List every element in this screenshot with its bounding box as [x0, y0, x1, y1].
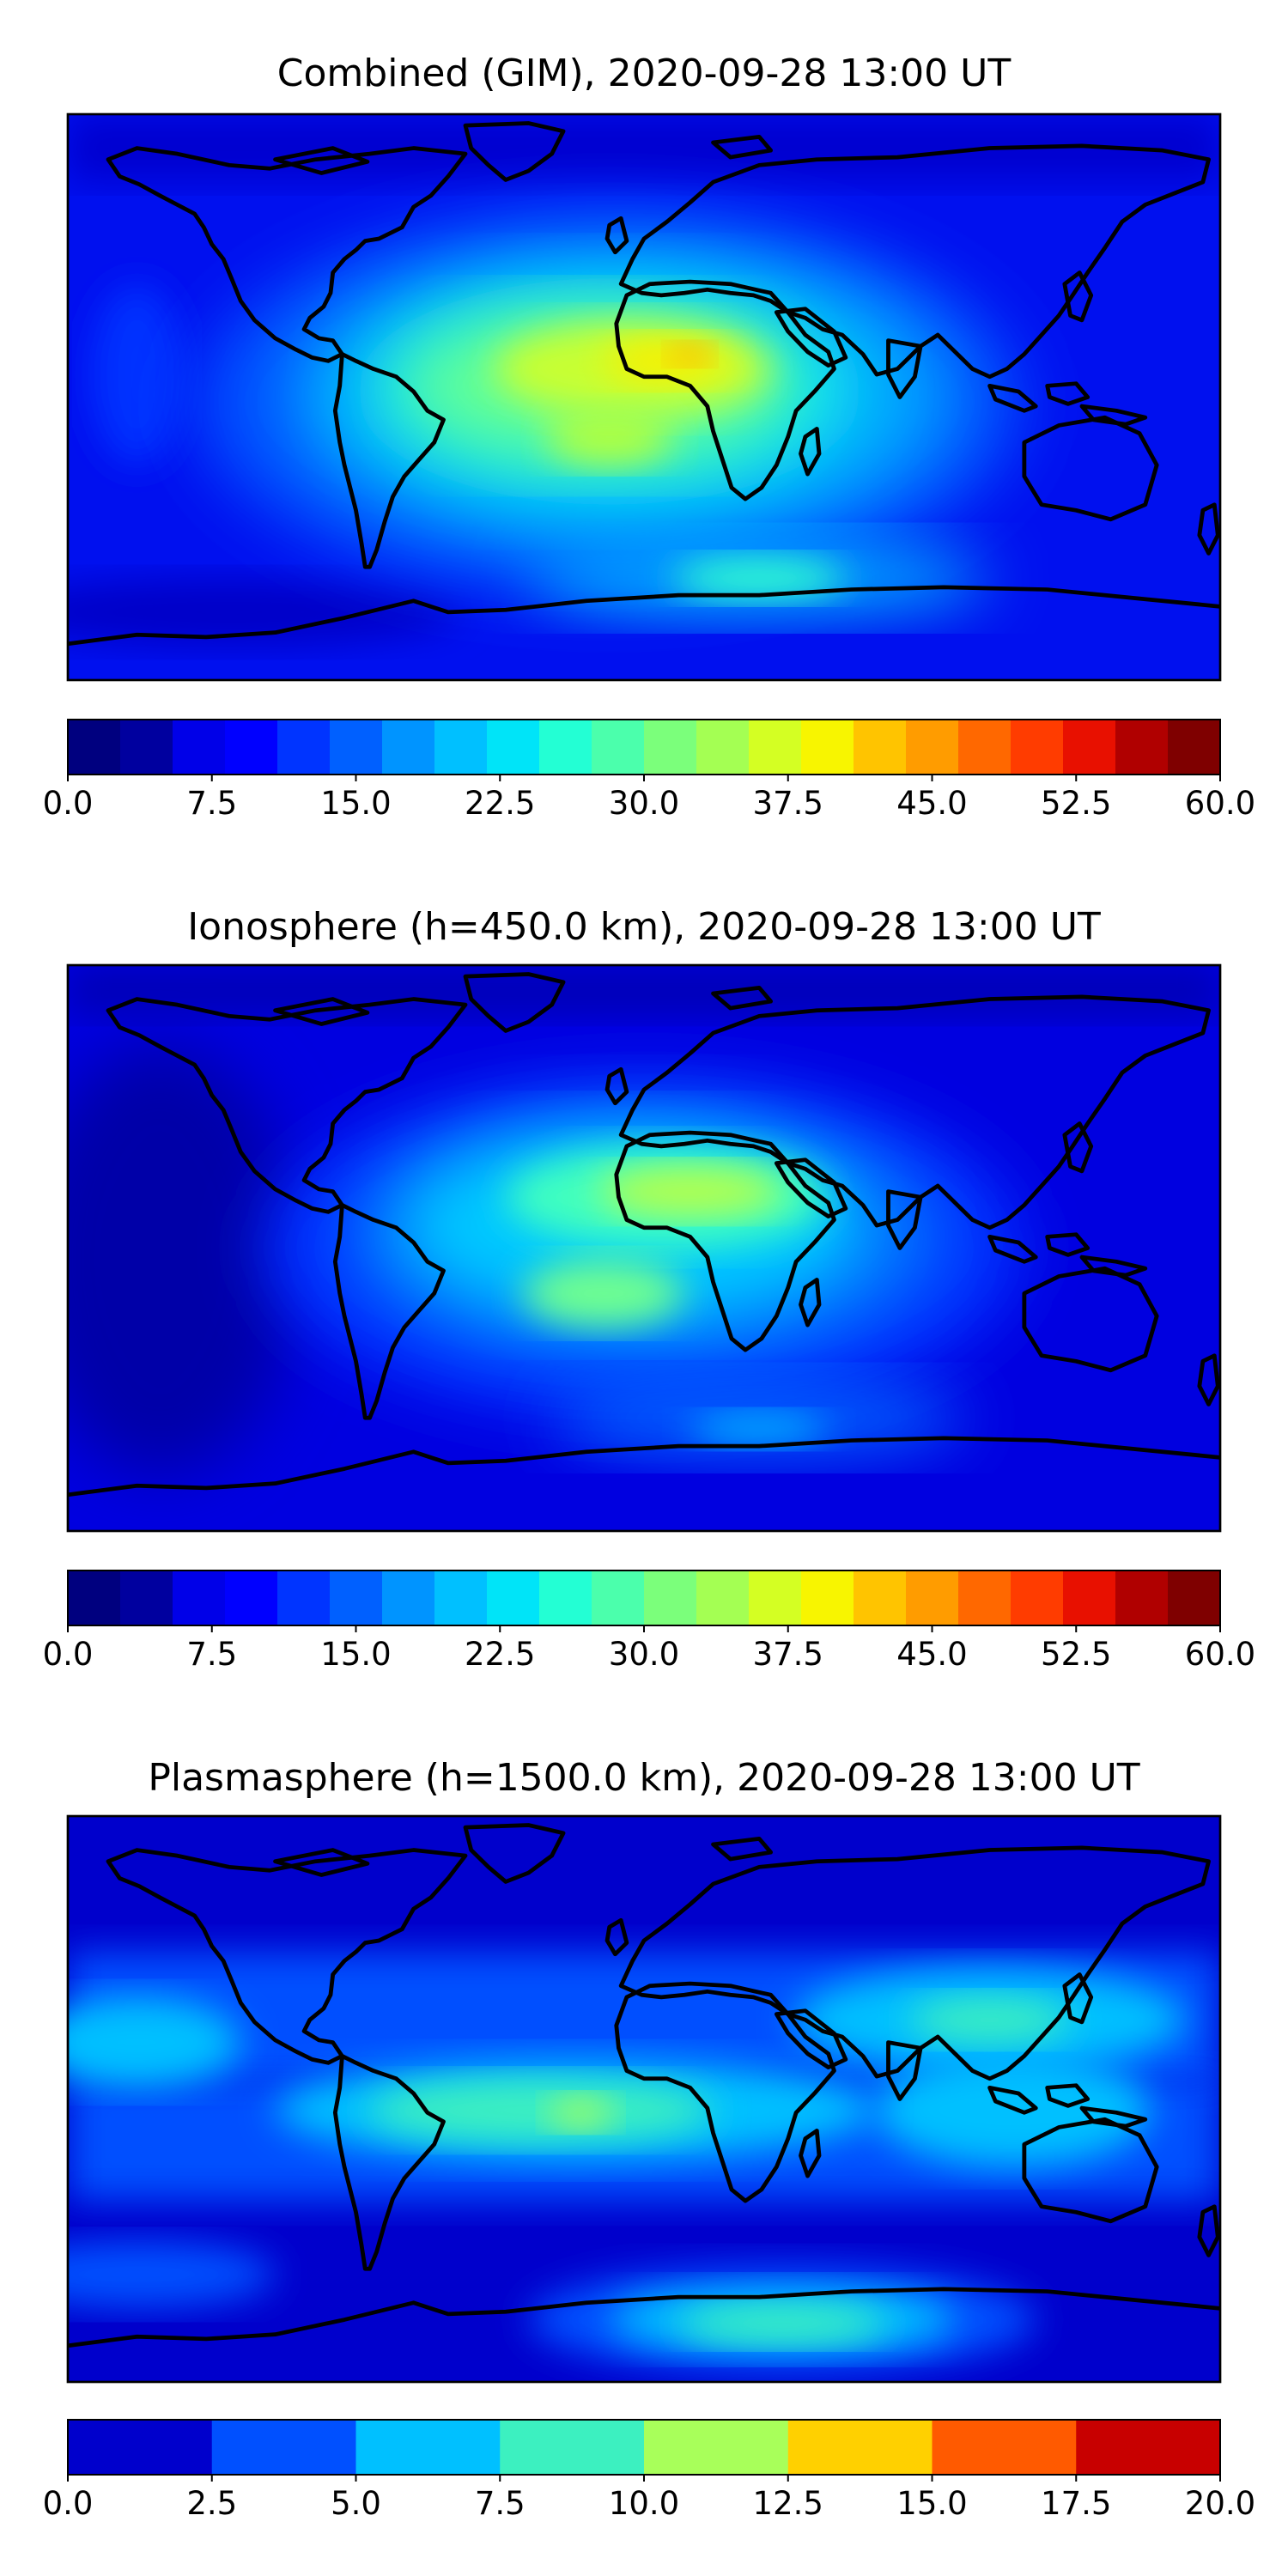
colorbar-swatch — [277, 720, 331, 775]
colorbar-swatch — [68, 1571, 121, 1625]
panel-ionosphere: Ionosphere (h=450.0 km), 2020-09-28 13:0… — [21, 905, 1256, 1673]
colorbar-swatch — [382, 720, 435, 775]
colorbar-tick-label: 30.0 — [609, 785, 679, 822]
colorbar-swatch — [932, 2420, 1077, 2475]
heatmap-field — [0, 114, 1220, 680]
colorbar-swatch — [539, 720, 592, 775]
colorbar-tick-label: 60.0 — [1185, 785, 1255, 822]
colorbar-swatch — [68, 2420, 213, 2475]
colorbar-swatch — [958, 1571, 1012, 1625]
colorbar-swatch — [592, 1571, 645, 1625]
colorbar-tick-label: 7.5 — [475, 2485, 526, 2522]
colorbar: 0.0 7.5 15.0 22.5 30.0 37.5 45.0 52.5 60.0 — [43, 719, 1255, 822]
colorbar-tick-label: 10.0 — [609, 2485, 679, 2522]
map — [21, 963, 1222, 1533]
panel-combined: Combined (GIM), 2020-09-28 13:00 UT 0.0 7… — [0, 52, 1256, 822]
colorbar-tick-label: 12.5 — [753, 2485, 823, 2522]
colorbar-swatch — [434, 720, 488, 775]
colorbar-swatch — [120, 720, 173, 775]
colorbar-swatch — [277, 1571, 331, 1625]
colorbar-swatch — [854, 720, 907, 775]
colorbar: 0.0 7.5 15.0 22.5 30.0 37.5 45.0 52.5 60.0 — [43, 1570, 1255, 1673]
colorbar-swatch — [1011, 1571, 1064, 1625]
colorbar-swatch — [696, 720, 750, 775]
colorbar: 0.0 2.5 5.0 7.5 10.0 12.5 15.0 17.5 20.0 — [43, 2419, 1255, 2522]
colorbar-swatch — [330, 1571, 383, 1625]
colorbar-swatch — [801, 1571, 854, 1625]
colorbar-tick-label: 45.0 — [896, 1636, 967, 1673]
colorbar-swatch — [801, 720, 854, 775]
map-frame — [66, 963, 1222, 1533]
colorbar-swatch — [644, 1571, 697, 1625]
map — [0, 1814, 1222, 2384]
colorbar-swatch — [1011, 720, 1064, 775]
colorbar-swatch — [173, 720, 226, 775]
heatmap-field — [0, 1816, 1220, 2382]
colorbar-swatch — [355, 2420, 501, 2475]
colorbar-tick-label: 30.0 — [609, 1636, 679, 1673]
colorbar-tick-label: 5.0 — [331, 2485, 381, 2522]
colorbar-swatch — [749, 1571, 802, 1625]
colorbar-swatch — [906, 720, 959, 775]
colorbar-swatch — [382, 1571, 435, 1625]
panel-title: Ionosphere (h=450.0 km), 2020-09-28 13:0… — [187, 905, 1101, 949]
colorbar-swatch — [173, 1571, 226, 1625]
map — [0, 112, 1222, 682]
map-frame — [66, 1814, 1222, 2384]
colorbar-tick-label: 60.0 — [1185, 1636, 1255, 1673]
colorbar-swatch — [854, 1571, 907, 1625]
panel-title: Combined (GIM), 2020-09-28 13:00 UT — [277, 52, 1012, 95]
colorbar-tick-label: 17.5 — [1041, 2485, 1111, 2522]
colorbar-swatch — [120, 1571, 173, 1625]
colorbar-swatch — [749, 720, 802, 775]
colorbar-tick-label: 7.5 — [186, 785, 237, 822]
colorbar-tick-label: 20.0 — [1185, 2485, 1255, 2522]
colorbar-swatch — [539, 1571, 592, 1625]
colorbar-swatch — [1115, 1571, 1169, 1625]
colorbar-swatch — [906, 1571, 959, 1625]
colorbar-tick-label: 0.0 — [43, 1636, 94, 1673]
colorbar-swatch — [787, 2420, 933, 2475]
colorbar-tick-label: 0.0 — [43, 2485, 94, 2522]
colorbar-swatch — [644, 720, 697, 775]
colorbar-tick-label: 45.0 — [896, 785, 967, 822]
colorbar-swatch — [487, 720, 540, 775]
colorbar-swatch — [1115, 720, 1169, 775]
colorbar-swatch — [592, 720, 645, 775]
colorbar-swatch — [500, 2420, 645, 2475]
colorbar-swatch — [225, 720, 278, 775]
colorbar-tick-label: 0.0 — [43, 785, 94, 822]
colorbar-tick-label: 15.0 — [320, 1636, 391, 1673]
colorbar-swatch — [225, 1571, 278, 1625]
panel-plasmasphere: Plasmasphere (h=1500.0 km), 2020-09-28 1… — [0, 1756, 1256, 2522]
colorbar-tick-label: 52.5 — [1041, 785, 1111, 822]
colorbar-swatch — [1063, 720, 1116, 775]
colorbar-swatch — [1168, 720, 1221, 775]
colorbar-swatch — [696, 1571, 750, 1625]
colorbar-swatch — [434, 1571, 488, 1625]
colorbar-tick-label: 37.5 — [753, 785, 823, 822]
colorbar-swatch — [1076, 2420, 1221, 2475]
colorbar-tick-label: 52.5 — [1041, 1636, 1111, 1673]
colorbar-swatch — [487, 1571, 540, 1625]
colorbar-swatch — [330, 720, 383, 775]
colorbar-tick-label: 22.5 — [465, 1636, 535, 1673]
colorbar-swatch — [1063, 1571, 1116, 1625]
colorbar-tick-label: 2.5 — [186, 2485, 237, 2522]
colorbar-swatch — [958, 720, 1012, 775]
heatmap-field — [21, 965, 1220, 1531]
colorbar-tick-label: 37.5 — [753, 1636, 823, 1673]
panel-title: Plasmasphere (h=1500.0 km), 2020-09-28 1… — [148, 1756, 1139, 1800]
colorbar-tick-label: 15.0 — [320, 785, 391, 822]
colorbar-tick-label: 7.5 — [186, 1636, 237, 1673]
colorbar-swatch — [68, 720, 121, 775]
colorbar-tick-label: 22.5 — [465, 785, 535, 822]
colorbar-swatch — [211, 2420, 357, 2475]
colorbar-tick-label: 15.0 — [896, 2485, 967, 2522]
colorbar-swatch — [644, 2420, 789, 2475]
colorbar-swatch — [1168, 1571, 1221, 1625]
map-frame — [66, 112, 1222, 682]
